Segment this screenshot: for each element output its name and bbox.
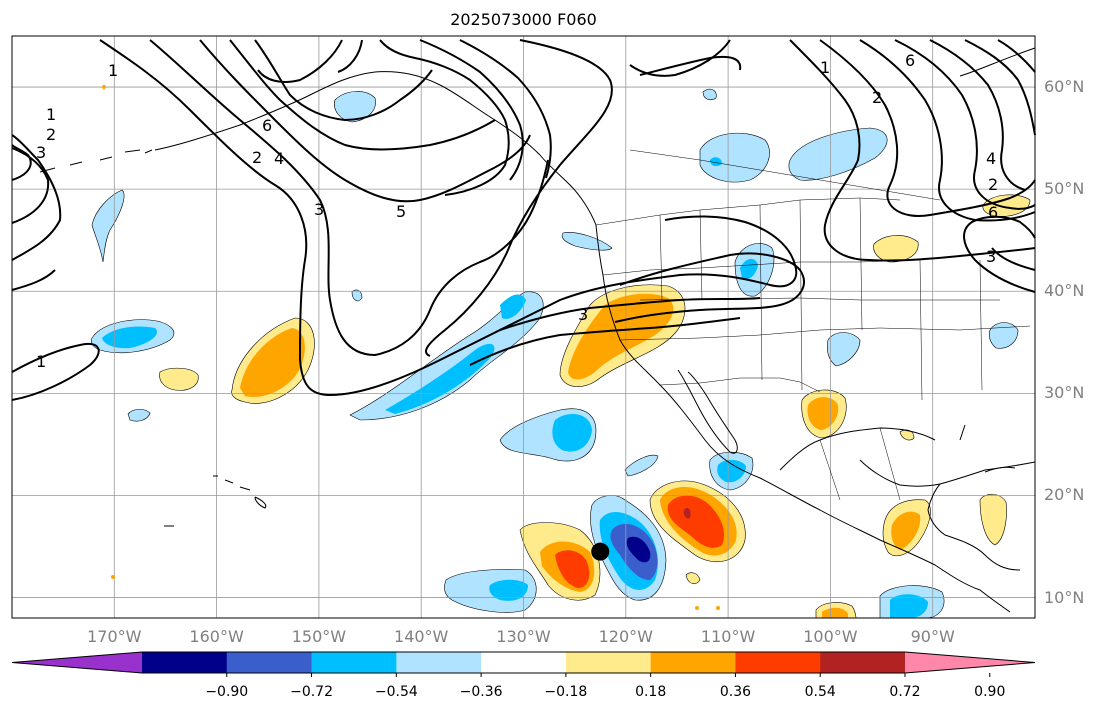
contour-label: 3: [986, 247, 996, 266]
longitude-label: 90°W: [910, 627, 955, 646]
longitude-label: 130°W: [496, 627, 551, 646]
latitude-label: 20°N: [1044, 485, 1085, 505]
longitude-label: 140°W: [394, 627, 449, 646]
colorbar-tick-label: 0.36: [719, 684, 752, 700]
contour-label: 3: [36, 143, 46, 162]
colorbar-tick-label: −0.36: [459, 684, 503, 700]
colorbar-tick-label: 0.72: [889, 684, 921, 700]
contour-label: 3: [578, 305, 588, 324]
latitude-label: 40°N: [1044, 281, 1085, 301]
contour-label: 1: [820, 58, 830, 77]
colorbar-segment: [481, 652, 567, 673]
colorbar-segment: [565, 652, 652, 673]
contour-label: 4: [274, 149, 284, 168]
latitude-label: 30°N: [1044, 383, 1085, 403]
graticule: [12, 36, 1035, 618]
contour-label: 2: [988, 175, 998, 194]
colorbar-extend-high: [905, 652, 1035, 673]
colorbar-segment: [735, 652, 821, 673]
latitude-label: 60°N: [1044, 77, 1085, 97]
longitude-label: 170°W: [87, 627, 142, 646]
longitude-label: 150°W: [291, 627, 347, 646]
colorbar-segment: [311, 652, 397, 673]
colorbar-segment: [650, 652, 736, 673]
contour-label: 3: [314, 200, 324, 219]
colorbar-segment: [142, 652, 228, 673]
small-anomaly-dot: [716, 606, 720, 610]
colorbar-segment: [820, 652, 906, 673]
colorbar-tick-label: 0.18: [635, 684, 667, 700]
colorbar-tick-label: −0.18: [544, 684, 588, 700]
small-anomaly-dot: [111, 575, 115, 579]
longitude-label: 160°W: [189, 627, 244, 646]
contour-label: 1: [108, 61, 118, 80]
longitude-label: 120°W: [598, 627, 653, 646]
colorbar-segment: [396, 652, 482, 673]
longitude-label: 110°W: [700, 627, 756, 646]
contour-label: 6: [905, 51, 915, 70]
anomaly-shading: [90, 88, 1031, 619]
colorbar-tick-label: −0.72: [290, 684, 333, 700]
longitude-label: 100°W: [803, 627, 858, 646]
latitude-label: 10°N: [1044, 587, 1085, 607]
map-border: [11, 35, 1036, 619]
contour-label: 6: [262, 116, 272, 135]
map-panel: 1 1 2 3 1 6 2 4 3 5 3 1 2 6 4 2 6 3: [11, 35, 1036, 619]
map-title: 2025073000 F060: [450, 10, 597, 29]
colorbar-tick-label: −0.54: [374, 684, 418, 700]
contour-label: 4: [986, 149, 996, 168]
colorbar-tick-label: 0.54: [804, 684, 836, 700]
colorbar: [11, 651, 1036, 677]
colorbar-outline: [11, 651, 1036, 674]
political-borders: [595, 149, 1031, 501]
contour-label: 2: [46, 125, 56, 144]
contour-label: 1: [46, 105, 56, 124]
colorbar-tick-label: −0.90: [205, 684, 249, 700]
small-anomaly-dot: [695, 606, 699, 610]
latitude-label: 50°N: [1044, 179, 1085, 199]
colorbar-segment: [226, 652, 313, 673]
contour-label: 5: [396, 202, 406, 221]
contour-label: 2: [872, 88, 882, 107]
colorbar-extend-low: [12, 652, 142, 673]
storm-center-marker: [591, 542, 610, 561]
colorbar-tick-label: 0.90: [974, 684, 1006, 700]
contour-label: 2: [252, 148, 262, 167]
small-anomaly-dot: [102, 85, 106, 89]
contour-labels: 1 1 2 3 1 6 2 4 3 5 3 1 2 6 4 2 6 3: [36, 51, 998, 371]
contour-label: 6: [988, 203, 998, 222]
contour-lines: [11, 39, 1036, 401]
contour-label: 1: [36, 352, 46, 371]
